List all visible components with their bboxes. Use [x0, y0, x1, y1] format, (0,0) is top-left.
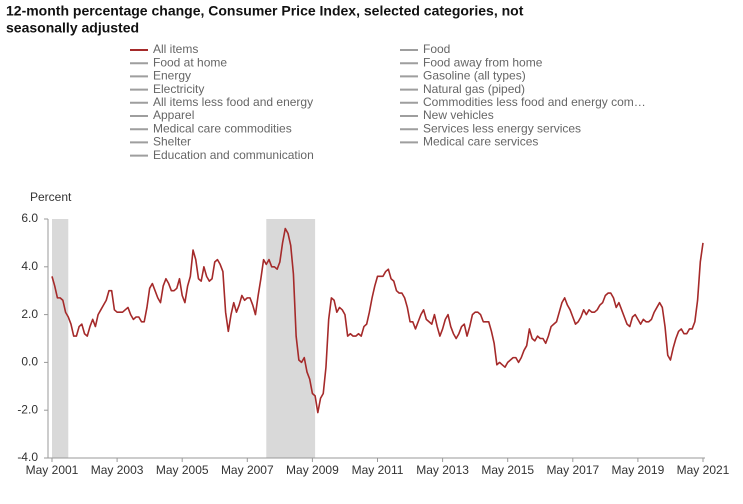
series-line — [51, 227, 704, 414]
legend-label: Medical care commodities — [153, 121, 292, 135]
legend-label: Food — [423, 42, 450, 56]
legend-label: New vehicles — [423, 108, 494, 122]
legend-label: Food at home — [153, 55, 227, 69]
x-tick-label: May 2007 — [221, 463, 274, 477]
x-tick-label: May 2011 — [352, 463, 404, 477]
x-tick-label: May 2017 — [546, 463, 599, 477]
legend-label: Medical care services — [423, 135, 538, 149]
y-tick-label: 6.0 — [21, 211, 38, 225]
legend-label: Gasoline (all types) — [423, 69, 526, 83]
legend-label: Apparel — [153, 108, 194, 122]
legend-label: Commodities less food and energy com… — [423, 95, 646, 109]
legend-label: All items — [153, 42, 198, 56]
x-tick-label: May 2005 — [156, 463, 209, 477]
y-tick-label: 4.0 — [21, 259, 38, 273]
legend-label: All items less food and energy — [153, 95, 313, 109]
x-tick-label: May 2001 — [26, 463, 79, 477]
legend-label: Shelter — [153, 135, 191, 149]
y-axis-label: Percent — [30, 190, 72, 204]
y-tick-label: -4.0 — [17, 450, 38, 464]
chart-title-line2: seasonally adjusted — [6, 20, 139, 36]
legend-label: Electricity — [153, 82, 204, 96]
x-tick-label: May 2019 — [612, 463, 665, 477]
legend-label: Natural gas (piped) — [423, 82, 525, 96]
legend-label: Education and communication — [153, 148, 314, 162]
x-tick-label: May 2015 — [481, 463, 534, 477]
y-tick-label: -2.0 — [17, 402, 38, 416]
legend-label: Services less energy services — [423, 121, 581, 135]
y-tick-label: 2.0 — [21, 307, 38, 321]
x-tick-label: May 2009 — [286, 463, 339, 477]
shaded-range — [52, 219, 69, 458]
x-tick-label: May 2013 — [416, 463, 469, 477]
shaded-range — [266, 219, 316, 458]
x-tick-label: May 2021 — [677, 463, 730, 477]
legend-label: Food away from home — [423, 55, 543, 69]
legend-label: Energy — [153, 69, 191, 83]
x-tick-label: May 2003 — [91, 463, 144, 477]
y-tick-label: 0.0 — [21, 355, 38, 369]
chart-title: 12-month percentage change, Consumer Pri… — [6, 3, 524, 19]
